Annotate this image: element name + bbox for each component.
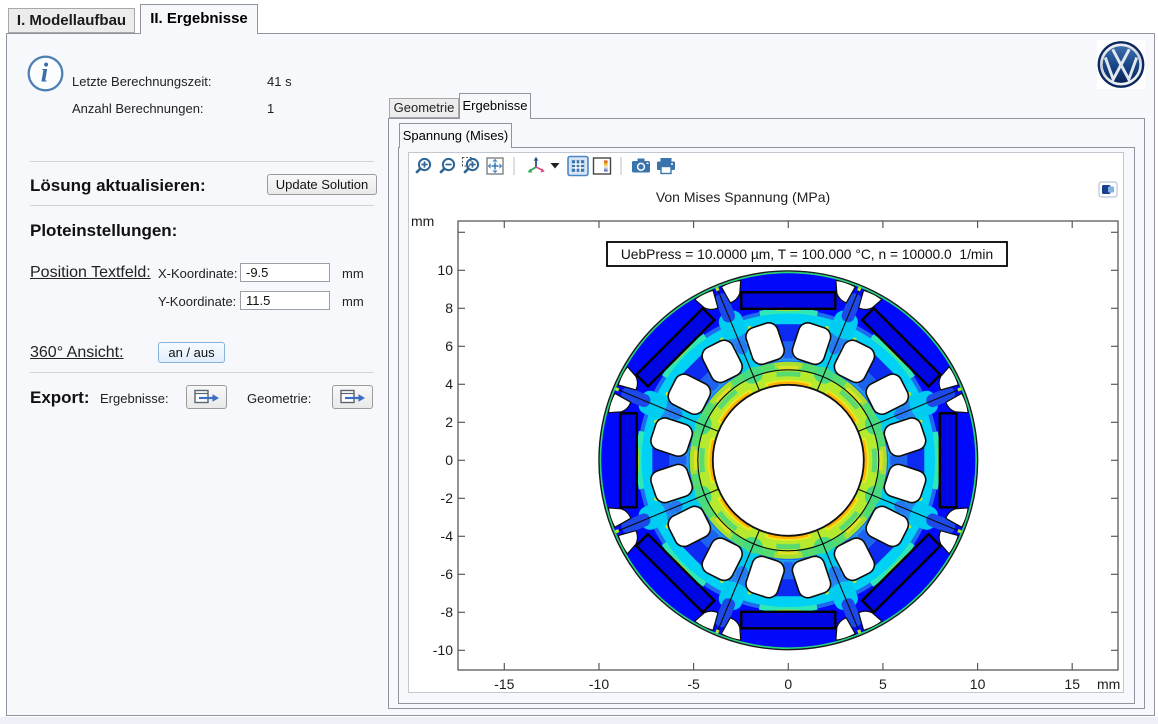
svg-text:mm: mm (411, 213, 434, 229)
svg-text:8: 8 (445, 300, 453, 316)
svg-text:UebPress = 10.0000 µm, T = 100: UebPress = 10.0000 µm, T = 100.000 °C, n… (621, 247, 993, 262)
svg-text:-10: -10 (589, 676, 609, 692)
svg-text:2: 2 (445, 414, 453, 430)
svg-text:-10: -10 (433, 642, 453, 658)
svg-text:-5: -5 (687, 676, 700, 692)
svg-text:-8: -8 (441, 604, 454, 620)
svg-text:10: 10 (437, 262, 453, 278)
svg-text:-4: -4 (441, 528, 454, 544)
svg-text:15: 15 (1064, 676, 1080, 692)
svg-text:0: 0 (445, 452, 453, 468)
svg-text:-6: -6 (441, 566, 454, 582)
svg-text:6: 6 (445, 338, 453, 354)
svg-text:-2: -2 (441, 490, 454, 506)
svg-text:-15: -15 (494, 676, 514, 692)
svg-text:10: 10 (970, 676, 986, 692)
svg-text:i: i (41, 58, 49, 88)
svg-text:0: 0 (784, 676, 792, 692)
svg-text:Von Mises Spannung (MPa): Von Mises Spannung (MPa) (656, 189, 830, 205)
svg-text:mm: mm (1097, 676, 1120, 692)
svg-text:4: 4 (445, 376, 453, 392)
svg-text:5: 5 (879, 676, 887, 692)
